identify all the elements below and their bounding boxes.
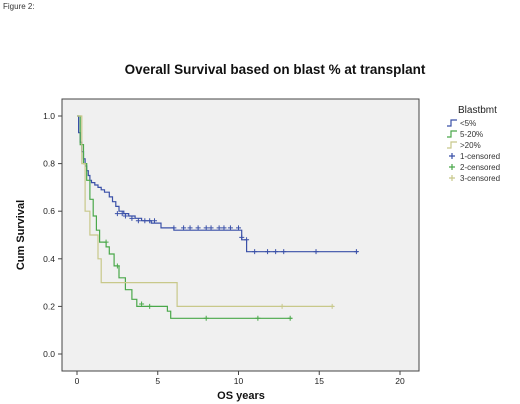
y-tick-label: 0.4	[43, 254, 55, 264]
y-tick-label: 1.0	[43, 111, 55, 121]
series-layer	[77, 115, 359, 321]
survival-curve	[77, 115, 334, 307]
legend: Blastbmt <5% 5-20% >20% 1-censored 2-censored…	[447, 105, 500, 183]
series-group	[77, 115, 335, 309]
censor-mark	[353, 249, 359, 255]
censor-mark	[203, 225, 209, 231]
chart-title: Overall Survival based on blast % at tra…	[124, 62, 426, 77]
legend-entry-label: 5-20%	[460, 130, 483, 139]
censor-mark	[216, 225, 222, 231]
censor-mark	[114, 263, 120, 269]
legend-censor-label: 1-censored	[460, 152, 500, 161]
x-tick-label: 10	[234, 376, 244, 386]
y-tick-label: 0.8	[43, 159, 55, 169]
censor-mark	[265, 249, 271, 255]
legend-entry-label: >20%	[460, 141, 481, 150]
censor-mark	[147, 218, 153, 224]
censor-mark	[239, 234, 245, 240]
survival-curve	[77, 115, 292, 319]
censor-mark	[227, 225, 233, 231]
censor-mark	[187, 225, 193, 231]
x-tick-label: 15	[315, 376, 325, 386]
figure-label: Figure 2:	[3, 2, 35, 11]
legend-line-swatch	[447, 119, 457, 127]
y-tick-label: 0.6	[43, 206, 55, 216]
legend-line-swatch	[447, 141, 457, 149]
legend-censor-swatch	[449, 175, 455, 181]
x-tick-label: 0	[75, 376, 80, 386]
legend-censor-swatch	[449, 164, 455, 170]
censor-mark	[119, 211, 125, 217]
censor-mark	[329, 303, 335, 309]
censor-mark	[147, 303, 153, 309]
censor-mark	[122, 213, 128, 219]
y-tick-label: 0.2	[43, 301, 55, 311]
censor-mark	[208, 225, 214, 231]
censor-mark	[114, 211, 120, 217]
censor-mark	[287, 315, 293, 321]
censor-mark	[273, 249, 279, 255]
censor-mark	[129, 215, 135, 221]
survival-curve	[77, 115, 358, 253]
censor-mark	[203, 315, 209, 321]
censor-mark	[181, 225, 187, 231]
x-tick-label: 5	[155, 376, 160, 386]
censor-mark	[279, 303, 285, 309]
censor-mark	[244, 237, 250, 243]
censor-mark	[135, 218, 141, 224]
plot-area	[61, 98, 420, 372]
series-group	[77, 115, 359, 255]
y-axis-label: Cum Survival	[15, 200, 27, 270]
censor-mark	[281, 249, 287, 255]
x-axis-label: OS years	[217, 390, 265, 402]
legend-censor-label: 3-censored	[460, 174, 500, 183]
censor-mark	[236, 225, 241, 231]
censor-mark	[103, 239, 109, 245]
censor-mark	[255, 315, 261, 321]
series-group	[77, 115, 293, 321]
legend-line-swatch	[447, 130, 457, 138]
censor-mark	[139, 301, 145, 307]
censor-mark	[152, 218, 158, 224]
legend-title: Blastbmt	[458, 105, 497, 116]
censor-mark	[195, 225, 201, 231]
legend-entry-label: <5%	[460, 119, 476, 128]
censor-mark	[171, 225, 177, 231]
censor-mark	[313, 249, 319, 255]
legend-censor-swatch	[449, 153, 455, 159]
censor-mark	[142, 218, 148, 224]
censor-mark	[221, 225, 227, 231]
x-tick-label: 20	[395, 376, 405, 386]
censor-mark	[252, 249, 258, 255]
y-tick-label: 0.0	[43, 349, 55, 359]
axes: 0 5 10 15 20 0.0 0.2 0.4 0.6 0.8 1.0	[43, 111, 405, 386]
legend-censor-label: 2-censored	[460, 163, 500, 172]
